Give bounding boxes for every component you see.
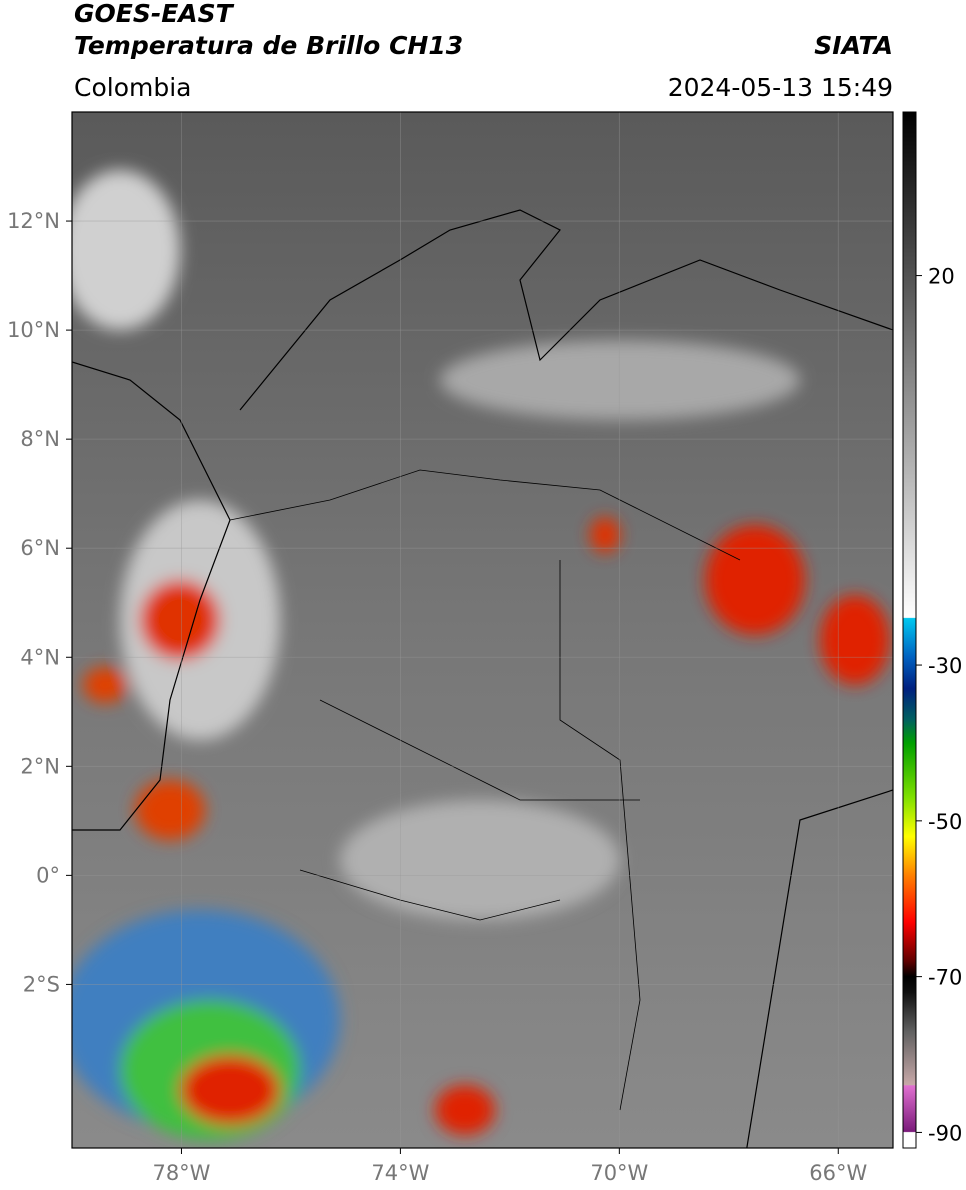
colorbar-tick-label: -90 [928, 1121, 962, 1145]
colorbar [902, 111, 917, 1149]
subtitle: Temperatura de Brillo CH13 [74, 31, 463, 60]
x-tick-label: 70°W [590, 1161, 648, 1185]
title: GOES-EAST [74, 0, 235, 28]
source: SIATA [814, 31, 893, 60]
y-tick-label: 4°N [20, 645, 60, 669]
region: Colombia [74, 73, 191, 102]
x-tick-label: 78°W [152, 1161, 210, 1185]
map-frame [71, 111, 894, 1149]
y-tick-label: 8°N [20, 427, 60, 451]
colorbar-tick-label: -50 [928, 810, 962, 834]
x-tick-label: 74°W [371, 1161, 429, 1185]
colorbar-tick-label: -70 [928, 966, 962, 990]
grid [72, 112, 893, 1148]
borders [229, 469, 741, 1111]
y-tick-label: 10°N [7, 318, 60, 342]
x-tick-label: 66°W [809, 1161, 867, 1185]
y-tick-label: 6°N [20, 536, 60, 560]
colorbar-tick-label: -30 [928, 654, 962, 678]
clouds [72, 170, 890, 1140]
coastline [72, 209, 893, 1148]
colorbar-tick-label: 20 [928, 265, 955, 289]
y-tick-label: 2°N [20, 754, 60, 778]
datetime: 2024-05-13 15:49 [668, 73, 893, 102]
satellite-image [72, 112, 893, 1148]
y-tick-label: 12°N [7, 209, 60, 233]
y-tick-label: 2°S [23, 972, 60, 996]
y-tick-label: 0° [36, 863, 60, 887]
